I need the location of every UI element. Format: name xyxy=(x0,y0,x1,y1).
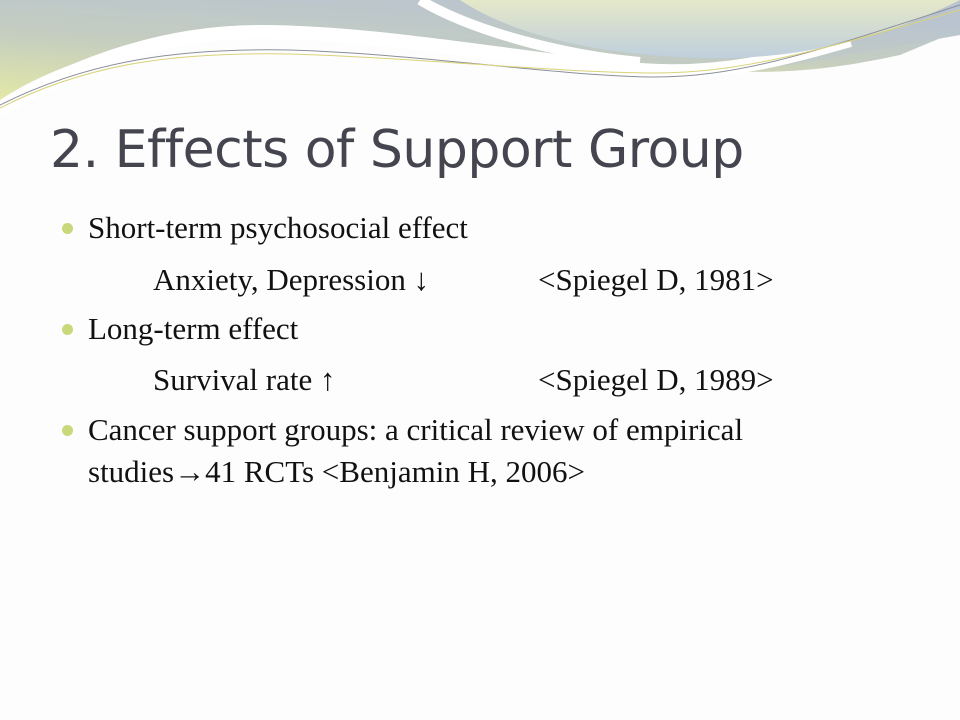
slide-title: 2. Effects of Support Group xyxy=(50,120,744,180)
bullet-2-citation: <Spiegel D, 1989> xyxy=(538,362,774,397)
header-wave-decoration xyxy=(0,0,960,116)
bullet-icon xyxy=(62,324,73,335)
bullet-3-text: Cancer support groups: a critical review… xyxy=(88,412,744,447)
bullet-3-text-line2: studies→41 RCTs <Benjamin H, 2006> xyxy=(88,454,585,489)
bullet-2-text: Long-term effect xyxy=(88,311,299,346)
bullet-1-citation: <Spiegel D, 1981> xyxy=(538,262,774,297)
bullet-1-sub-text: Anxiety, Depression ↓ xyxy=(153,262,430,297)
bullet-2-sub-text: Survival rate ↑ xyxy=(153,362,336,397)
bullet-icon xyxy=(62,223,73,234)
bullet-icon xyxy=(62,425,73,436)
bullet-1-text: Short-term psychosocial effect xyxy=(88,210,468,245)
